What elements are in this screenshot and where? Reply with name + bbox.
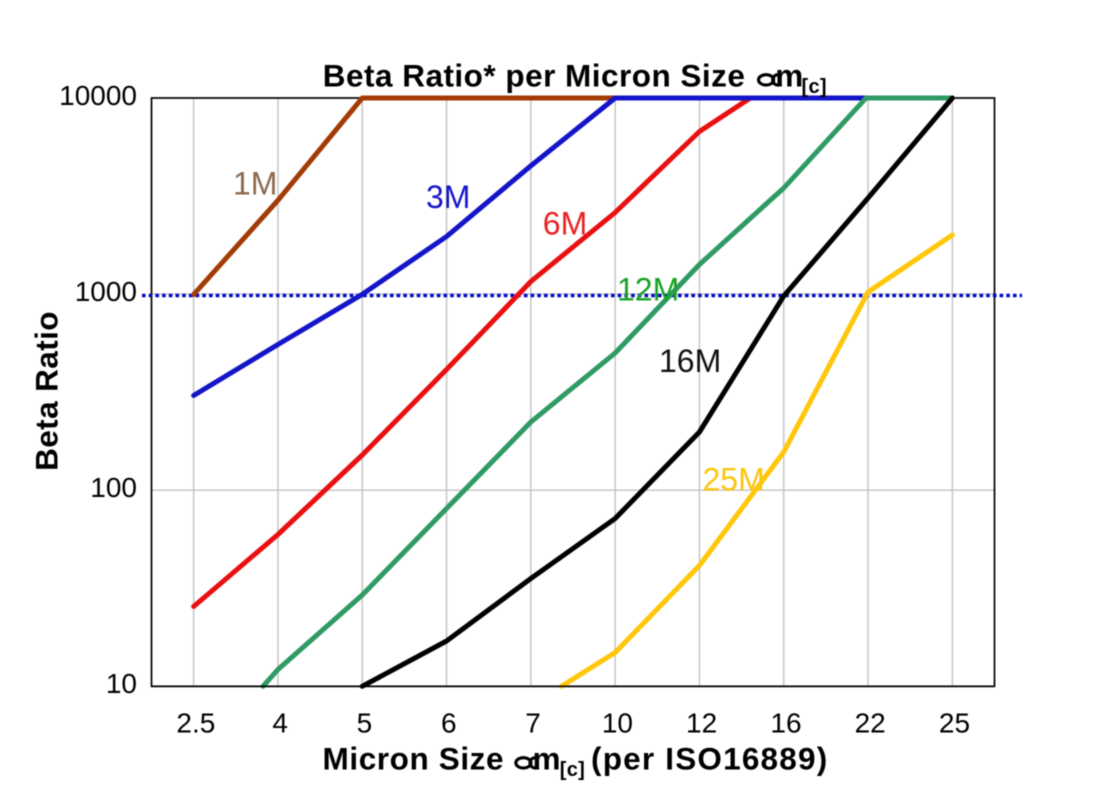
svg-text:100: 100	[90, 472, 137, 503]
svg-text:22: 22	[855, 707, 886, 738]
svg-text:2.5: 2.5	[176, 707, 215, 738]
svg-text:16: 16	[770, 707, 801, 738]
svg-text:m: m	[775, 58, 803, 94]
svg-text:10000: 10000	[59, 80, 137, 111]
svg-text:Beta Ratio: Beta Ratio	[29, 311, 65, 471]
svg-text:m: m	[533, 741, 561, 777]
svg-text:7: 7	[525, 707, 541, 738]
svg-text:12M: 12M	[617, 271, 679, 307]
svg-text:5: 5	[357, 707, 373, 738]
svg-text:1M: 1M	[233, 166, 277, 202]
svg-text:10: 10	[106, 668, 137, 699]
svg-text:4: 4	[272, 707, 288, 738]
svg-text:(per ISO16889): (per ISO16889)	[591, 741, 828, 777]
svg-text:3M: 3M	[426, 179, 470, 215]
svg-text:25M: 25M	[703, 462, 765, 498]
svg-text:12: 12	[686, 707, 717, 738]
svg-text:Beta Ratio* per Micron Size: Beta Ratio* per Micron Size	[323, 58, 746, 94]
svg-text:16M: 16M	[659, 343, 721, 379]
svg-text:6M: 6M	[543, 205, 587, 241]
svg-text:6: 6	[441, 707, 457, 738]
svg-text:[c]: [c]	[802, 76, 827, 98]
svg-text:1000: 1000	[75, 276, 137, 307]
svg-text:25: 25	[939, 707, 970, 738]
svg-text:Micron Size: Micron Size	[323, 741, 505, 777]
svg-text:[c]: [c]	[560, 759, 585, 781]
svg-text:10: 10	[602, 707, 633, 738]
